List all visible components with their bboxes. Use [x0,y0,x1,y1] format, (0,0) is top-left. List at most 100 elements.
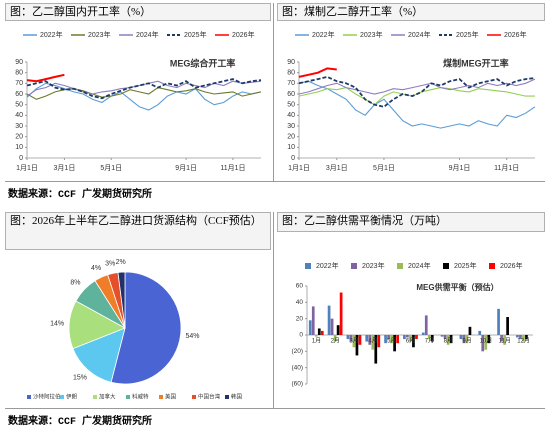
legend-label: 2025年 [456,30,479,39]
bar [525,335,528,340]
bar [449,335,453,344]
bar [387,335,390,340]
legend-label: 韩国 [231,392,243,400]
y-tick-label: 20 [15,134,23,141]
x-tick-label: 5月1日 [373,164,395,172]
bar [311,306,315,335]
y-tick-label: 10 [287,144,295,151]
bar [365,335,369,342]
bar [465,335,469,344]
bar [374,335,378,364]
y-tick-label: (20) [291,348,303,355]
legend-swatch [351,263,357,269]
data-label: 3% [105,260,115,267]
x-tick-label: 11月1日 [494,164,519,172]
bar [355,335,359,356]
legend-label: 2026年 [504,30,527,39]
series-line [298,80,536,129]
legend-label: 科威特 [132,392,149,400]
x-tick-label: 9月 [462,338,471,345]
data-label: 2% [116,259,126,266]
divider [5,181,545,182]
x-tick-label: 1月1日 [16,164,38,172]
x-tick-label: 6月 [406,338,415,345]
annotation: MEG综合开工率 [170,57,236,68]
x-tick-label: 1月 [312,338,321,345]
bar [522,335,525,342]
bar [406,335,409,338]
divider [5,408,545,409]
bar [424,315,428,335]
bar [516,335,519,338]
y-tick-label: 40 [15,112,23,119]
bar [368,335,372,345]
chart: 54% 15% 14% 8% 4% 3% 2% 沙特阿拉伯 伊朗 加拿大 科威特 美国 中国台湾 韩国 [27,259,243,400]
x-tick-label: 10月 [480,338,493,345]
bar [320,330,324,335]
bar [462,335,466,344]
bar [403,335,406,340]
panel-title: 图：乙二醇供需平衡情况（万吨） [277,212,545,232]
legend-label: 2024年 [136,30,159,39]
data-label: 54% [185,333,199,340]
legend-label: 2023年 [360,30,383,39]
legend-swatch [126,395,130,399]
y-tick-label: 40 [296,299,304,306]
chart: 0 10 20 30 40 50 60 70 80 90 1月1日 3月1日 5月1日 9月1日 11月1日… [287,30,536,172]
bar [327,305,331,335]
bar [349,335,353,342]
legend-label: 沙特阿拉伯 [33,392,61,400]
series-line [26,87,262,100]
y-tick-label: 70 [15,80,23,87]
legend-swatch [192,395,196,399]
bar [377,335,381,348]
y-tick-label: 10 [15,144,23,151]
legend-label: 美国 [165,392,177,400]
bar [415,335,418,340]
bar [409,335,412,342]
y-tick-label: 60 [15,91,23,98]
x-tick-label: 7月 [425,338,434,345]
bar [468,326,472,335]
y-tick-label: 70 [287,80,295,87]
bar [330,318,334,335]
bar [358,335,362,345]
bar [430,335,434,342]
bar [346,335,350,340]
divider [273,212,274,408]
bar [497,308,500,335]
y-tick-label: 30 [287,123,295,130]
data-label: 4% [91,265,101,272]
bar [484,335,488,350]
bar [443,335,447,340]
series-line [298,78,536,95]
y-tick-label: 80 [287,70,295,77]
bar [396,335,399,344]
x-tick-label: 5月1日 [100,164,122,172]
source: 数据来源：CCF 广发期货研究所 [8,417,153,428]
legend-label: 2022年 [312,30,335,39]
bar [503,335,506,345]
legend-label: 2025年 [454,261,477,270]
bar [487,335,491,344]
legend-swatch [443,263,449,269]
data-label: 14% [50,321,64,328]
x-tick-label: 11月1日 [220,164,245,172]
x-tick-label: 3月1日 [326,164,348,172]
legend-label: 加拿大 [99,392,116,400]
data-label: 15% [73,374,87,381]
x-tick-label: 3月1日 [54,164,76,172]
legend-label: 2024年 [408,261,431,270]
legend-label: 2026年 [232,30,255,39]
y-tick-label: 90 [287,59,295,66]
y-tick-label: 0 [299,332,303,339]
legend-label: 2023年 [362,261,385,270]
legend-swatch [489,263,495,269]
legend-swatch [93,395,97,399]
bar [333,335,337,342]
pie-slice [117,271,126,329]
pie-slice [110,271,182,385]
bar [390,335,393,344]
x-tick-label: 5月 [387,338,396,345]
